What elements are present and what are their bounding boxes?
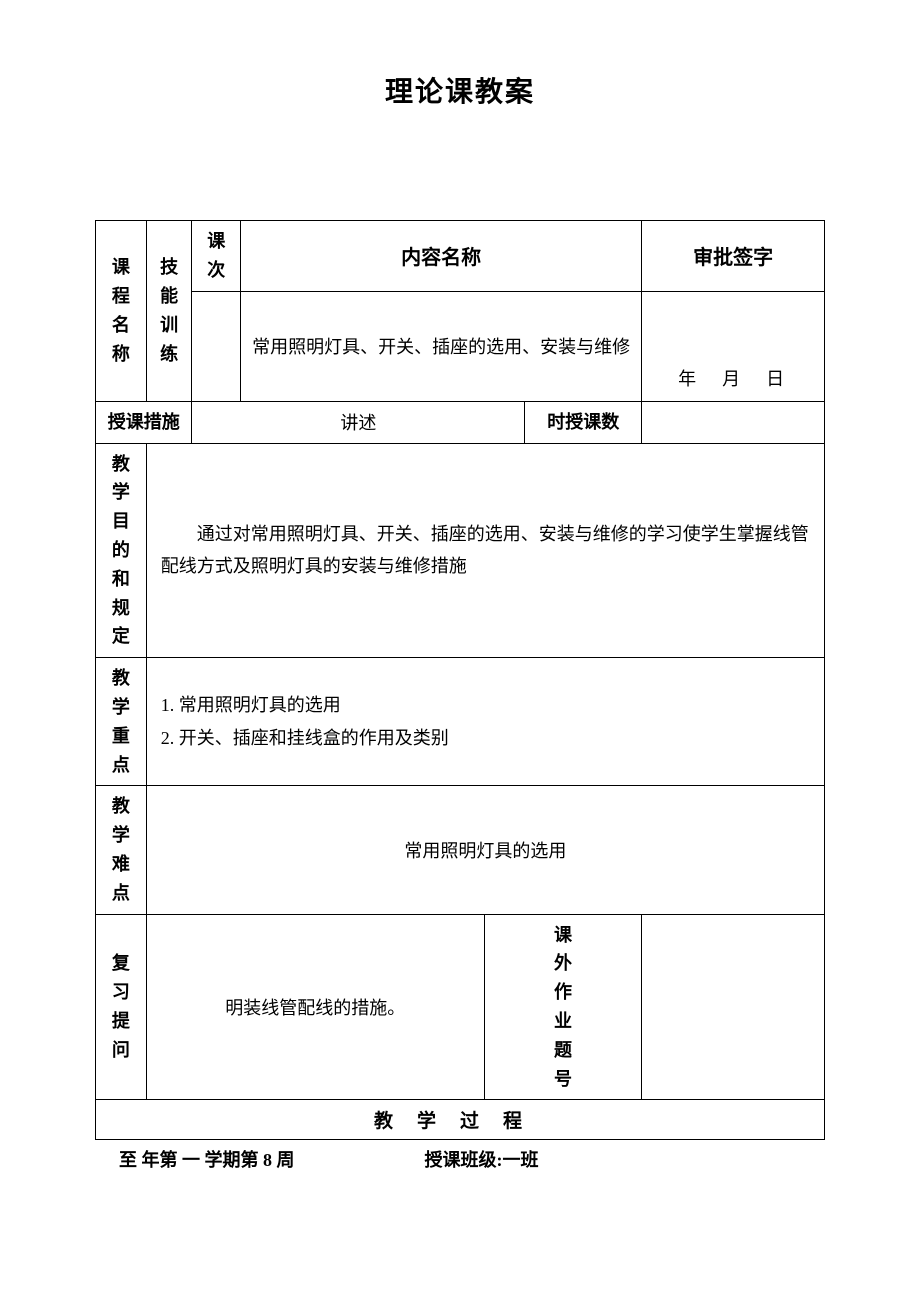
course-name-value: 技能训练 [146, 221, 192, 402]
footer-row: 至 年第 一 学期第 8 周 授课班级:一班 [95, 1140, 825, 1178]
hours-value [642, 401, 825, 443]
lesson-number-value [192, 291, 241, 401]
approval-label: 审批签字 [642, 221, 825, 292]
lesson-number-label: 课次 [192, 221, 241, 292]
method-label: 授课措施 [96, 401, 192, 443]
content-name-value: 常用照明灯具、开关、插座的选用、安装与维修 [241, 291, 642, 401]
course-name-label: 课程名称 [96, 221, 147, 402]
label-text: 教学难点 [112, 796, 130, 902]
review-label: 复习提问 [96, 914, 147, 1100]
key-points-value: 1. 常用照明灯具的选用 2. 开关、插座和挂线盒的作用及类别 [146, 658, 824, 786]
key-point-1: 1. 常用照明灯具的选用 [161, 689, 810, 721]
value-text: 技能训练 [160, 257, 178, 363]
approval-date: 年 月 日 [642, 291, 825, 401]
label-text: 课次 [207, 231, 225, 280]
label-text: 课外作业题号 [554, 925, 572, 1089]
lesson-plan-table: 课程名称 技能训练 课次 内容名称 审批签字 常用照明灯具、开关、插座的选用、安… [95, 220, 825, 1140]
process-header: 教学过程 [96, 1100, 825, 1140]
difficulty-value: 常用照明灯具的选用 [146, 786, 824, 914]
footer-right-text: 授课班级:一班 [425, 1146, 539, 1172]
label-text: 课程名称 [112, 257, 130, 363]
homework-value [642, 914, 825, 1100]
content-name-label: 内容名称 [241, 221, 642, 292]
label-text: 教学目的和规定 [112, 454, 130, 647]
key-point-2: 2. 开关、插座和挂线盒的作用及类别 [161, 722, 810, 754]
objective-label: 教学目的和规定 [96, 443, 147, 658]
footer-left-text: 至 年第 一 学期第 8 周 [99, 1146, 295, 1172]
method-value: 讲述 [192, 401, 525, 443]
difficulty-label: 教学难点 [96, 786, 147, 914]
review-value: 明装线管配线的措施。 [146, 914, 484, 1100]
label-text: 复习提问 [112, 953, 130, 1059]
objective-value: 通过对常用照明灯具、开关、插座的选用、安装与维修的学习使学生掌握线管配线方式及照… [146, 443, 824, 658]
label-text: 教学重点 [112, 668, 130, 774]
hours-label: 时授课数 [525, 401, 642, 443]
objective-text: 通过对常用照明灯具、开关、插座的选用、安装与维修的学习使学生掌握线管配线方式及照… [161, 518, 810, 583]
homework-label: 课外作业题号 [484, 914, 641, 1100]
document-title: 理论课教案 [95, 70, 825, 110]
key-points-label: 教学重点 [96, 658, 147, 786]
